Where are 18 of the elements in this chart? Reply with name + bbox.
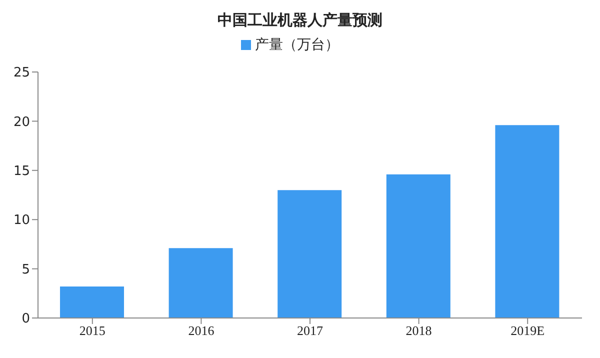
- x-tick-label: 2016: [188, 323, 215, 338]
- y-tick-label: 10: [13, 213, 30, 228]
- x-tick-label: 2018: [406, 323, 432, 338]
- y-tick-label: 0: [22, 312, 30, 327]
- bar: [60, 286, 124, 318]
- y-tick-label: 15: [13, 164, 30, 180]
- y-tick-label: 5: [22, 262, 30, 278]
- chart-title: 中国工业机器人产量预测: [216, 10, 384, 31]
- y-tick-label: 25: [13, 66, 30, 81]
- x-tick-label: 2019E: [510, 323, 545, 338]
- x-tick-label: 2017: [297, 323, 324, 338]
- bar: [168, 248, 233, 318]
- legend-label: 产量（万台）: [255, 37, 339, 53]
- x-tick-label: 2015: [79, 323, 106, 338]
- bar: [278, 190, 342, 318]
- bar: [386, 174, 450, 318]
- y-tick-label: 20: [13, 114, 30, 130]
- bar: [495, 125, 560, 318]
